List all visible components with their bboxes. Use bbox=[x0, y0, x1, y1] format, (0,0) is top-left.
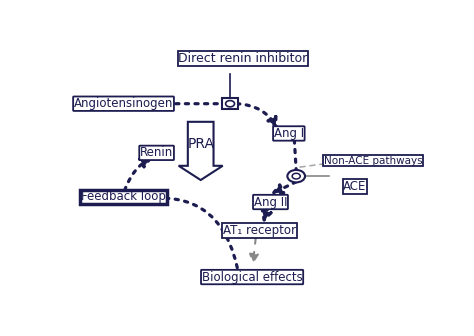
Text: ACE: ACE bbox=[343, 180, 367, 193]
Text: AT₁ receptor: AT₁ receptor bbox=[223, 224, 296, 237]
Text: Feedback loop: Feedback loop bbox=[81, 191, 166, 203]
Text: Biological effects: Biological effects bbox=[202, 270, 302, 284]
FancyBboxPatch shape bbox=[222, 98, 238, 110]
Text: PRA: PRA bbox=[187, 137, 214, 151]
Text: Direct renin inhibitor: Direct renin inhibitor bbox=[178, 52, 308, 65]
Text: Angiotensinogen: Angiotensinogen bbox=[74, 97, 173, 110]
Text: Non-ACE pathways: Non-ACE pathways bbox=[324, 156, 423, 166]
Text: Renin: Renin bbox=[140, 146, 173, 159]
Text: Ang II: Ang II bbox=[254, 196, 287, 209]
Circle shape bbox=[287, 170, 305, 182]
Polygon shape bbox=[179, 122, 223, 180]
Text: Ang I: Ang I bbox=[274, 127, 304, 140]
Circle shape bbox=[292, 173, 300, 179]
Circle shape bbox=[226, 100, 235, 107]
